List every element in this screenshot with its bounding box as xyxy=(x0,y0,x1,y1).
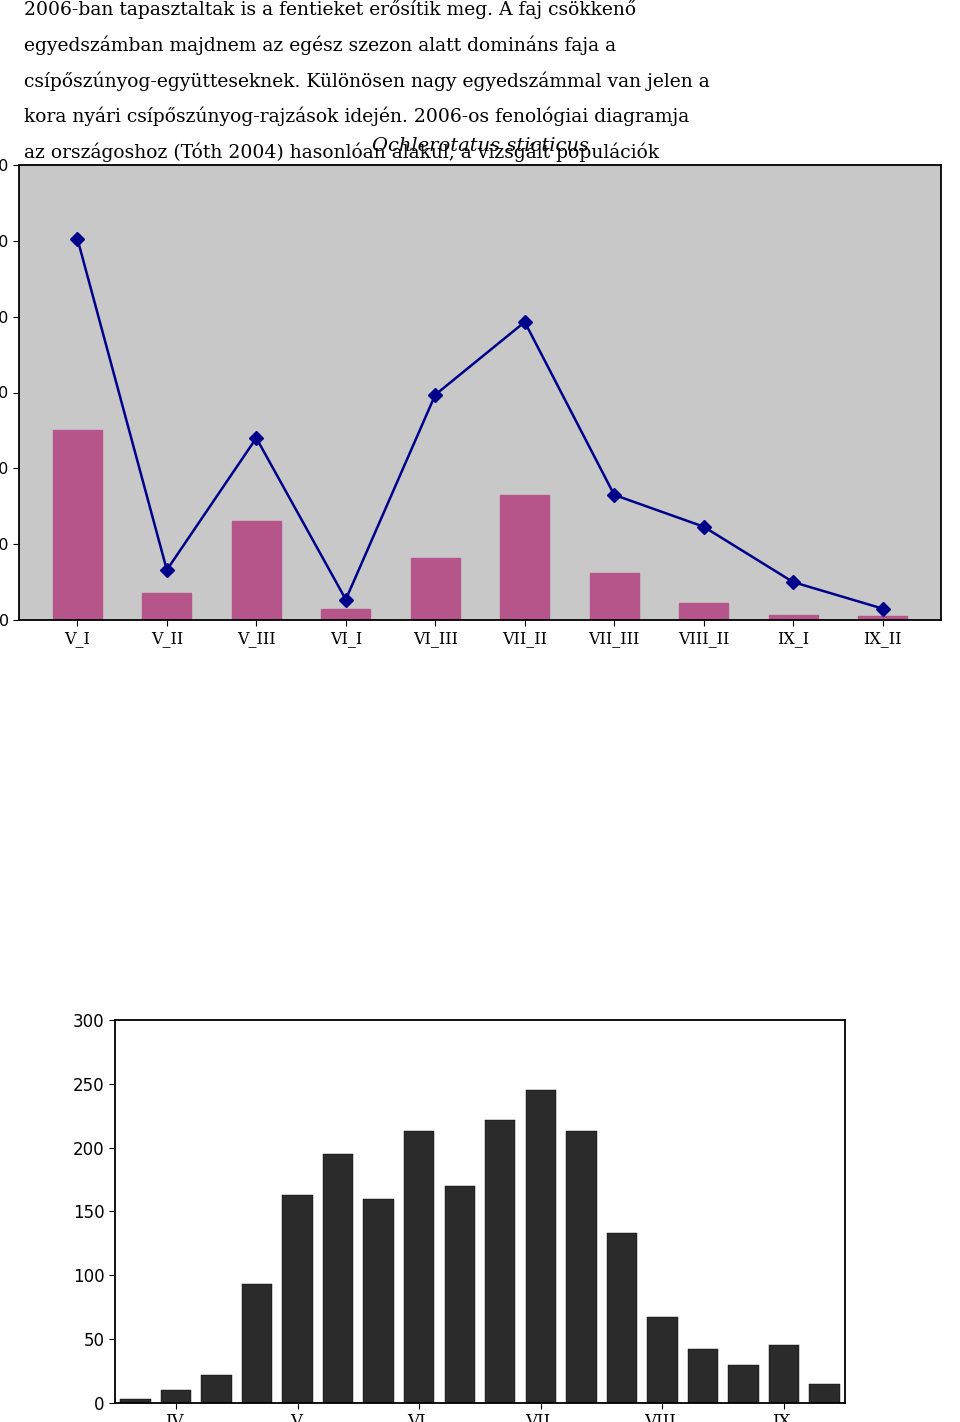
Text: Aedes cinereus fajnál is (7. ábra). A további kimutatott fajok rendkivül: Aedes cinereus fajnál is (7. ábra). A to… xyxy=(24,427,690,445)
Bar xyxy=(607,1233,637,1404)
Text: értékelésre nem alkalmasak (8. ábra).: értékelésre nem alkalmasak (8. ábra). xyxy=(24,498,382,516)
Text: 2006-ban tapasztaltak is a fentieket erősítik meg. A faj csökkenő: 2006-ban tapasztaltak is a fentieket erő… xyxy=(24,0,636,18)
Bar xyxy=(647,1317,678,1404)
Text: anyagok 70%-át adta, a Balaton teljes partszakaszán előfordult) (6. ábra).: anyagok 70%-át adta, a Balaton teljes pa… xyxy=(24,356,721,375)
Bar xyxy=(500,495,549,620)
Text: dinamikájában azonban természetesen itt is jelentős szerepet játszik a: dinamikájában azonban természetesen itt … xyxy=(24,178,691,198)
Bar xyxy=(687,1349,718,1404)
Text: csípőszúnyog-együtteseknek. Különösen nagy egyedszámmal van jelen a: csípőszúnyog-együtteseknek. Különösen na… xyxy=(24,71,709,91)
Bar xyxy=(53,431,102,620)
Bar xyxy=(809,1384,840,1404)
Text: továbbra is erősen alárendelt (a faj egykor a csípés közben gyűjtött: továbbra is erősen alárendelt (a faj egy… xyxy=(24,320,661,340)
Bar xyxy=(120,1399,151,1404)
Bar xyxy=(679,603,729,620)
Bar xyxy=(242,1284,273,1404)
Bar xyxy=(485,1119,516,1404)
Bar xyxy=(231,522,281,620)
Text: gyérítés. A 2006-os vizsgálati eredmények a Balatonra különösen: gyérítés. A 2006-os vizsgálati eredménye… xyxy=(24,213,642,233)
Text: kora nyári csípőszúnyog-rajzások idején. 2006-os fenológiai diagramja: kora nyári csípőszúnyog-rajzások idején.… xyxy=(24,107,689,127)
Bar xyxy=(142,593,191,620)
Bar xyxy=(322,609,371,620)
Text: jellemző Coquillettidia richiardii esetében is a faj tipikus fenológiai: jellemző Coquillettidia richiardii eseté… xyxy=(24,249,659,269)
Bar xyxy=(282,1194,313,1404)
Text: Hasonló, bár mérsékeltebben kifejezésre jutó jelenség figyelhető meg az: Hasonló, bár mérsékeltebben kifejezésre … xyxy=(24,391,711,410)
Bar xyxy=(364,1199,394,1404)
Title: Ochlerotatus sticticus: Ochlerotatus sticticus xyxy=(372,137,588,155)
Text: kis egyedszámban szerepeltek a gyűjtött mintákban, populáció-dinamikai: kis egyedszámban szerepeltek a gyűjtött … xyxy=(24,462,718,481)
Bar xyxy=(589,573,638,620)
Text: egyedszámban majdnem az egész szezon alatt domináns faja a: egyedszámban majdnem az egész szezon ala… xyxy=(24,36,616,55)
Bar xyxy=(444,1186,475,1404)
Text: jellemzőit mutatják, a rovar jelenléte a gyűjtött mintákban azonban: jellemzőit mutatják, a rovar jelenléte a… xyxy=(24,284,660,304)
Bar xyxy=(525,1091,556,1404)
Bar xyxy=(858,616,907,620)
Bar xyxy=(566,1130,596,1404)
Bar xyxy=(411,557,460,620)
Bar xyxy=(769,614,818,620)
Bar xyxy=(769,1345,799,1404)
Bar xyxy=(404,1130,434,1404)
Text: az országoshoz (Tóth 2004) hasonlóan alakul, a vizsgált populációk: az országoshoz (Tóth 2004) hasonlóan ala… xyxy=(24,142,660,162)
Bar xyxy=(729,1365,758,1404)
Bar xyxy=(202,1375,231,1404)
Bar xyxy=(160,1391,191,1404)
Bar xyxy=(323,1155,353,1404)
